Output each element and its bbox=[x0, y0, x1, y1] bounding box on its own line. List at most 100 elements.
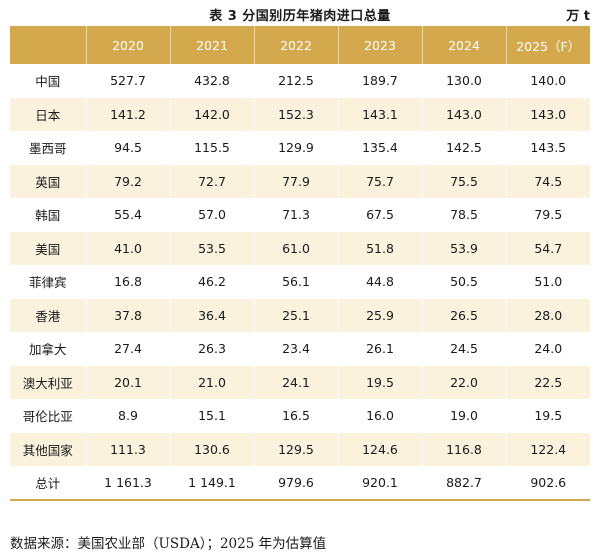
value-cell: 152.3 bbox=[253, 97, 338, 131]
header-cell-country bbox=[10, 26, 86, 64]
table-row: 中国 527.7 432.8 212.5 189.7 130.0 140.0 bbox=[10, 64, 590, 98]
value-cell: 129.9 bbox=[253, 131, 338, 165]
value-cell: 53.9 bbox=[421, 231, 506, 265]
value-cell: 122.4 bbox=[505, 432, 590, 466]
value-cell: 21.0 bbox=[169, 365, 254, 399]
value-cell: 143.5 bbox=[505, 131, 590, 165]
value-cell: 115.5 bbox=[169, 131, 254, 165]
value-cell: 46.2 bbox=[169, 265, 254, 299]
value-cell: 41.0 bbox=[85, 231, 170, 265]
value-cell: 902.6 bbox=[505, 466, 590, 501]
value-cell: 78.5 bbox=[421, 198, 506, 232]
value-cell: 75.5 bbox=[421, 164, 506, 198]
source-note: 数据来源：美国农业部（USDA）；2025 年为估算值 bbox=[10, 536, 327, 552]
value-cell: 26.5 bbox=[421, 298, 506, 332]
value-cell: 189.7 bbox=[337, 64, 422, 98]
table-row: 菲律宾 16.8 46.2 56.1 44.8 50.5 51.0 bbox=[10, 265, 590, 299]
table-row: 墨西哥 94.5 115.5 129.9 135.4 142.5 143.5 bbox=[10, 131, 590, 165]
value-cell: 142.0 bbox=[169, 97, 254, 131]
value-cell: 24.1 bbox=[253, 365, 338, 399]
value-cell: 67.5 bbox=[337, 198, 422, 232]
value-cell: 79.5 bbox=[505, 198, 590, 232]
value-cell: 51.8 bbox=[337, 231, 422, 265]
country-cell: 澳大利亚 bbox=[10, 365, 86, 399]
value-cell: 50.5 bbox=[421, 265, 506, 299]
value-cell: 61.0 bbox=[253, 231, 338, 265]
value-cell: 74.5 bbox=[505, 164, 590, 198]
header-cell-year: 2020 bbox=[85, 26, 170, 64]
country-cell: 香港 bbox=[10, 298, 86, 332]
unit-label: 万 t bbox=[566, 9, 590, 24]
value-cell: 143.0 bbox=[505, 97, 590, 131]
value-cell: 124.6 bbox=[337, 432, 422, 466]
value-cell: 77.9 bbox=[253, 164, 338, 198]
value-cell: 55.4 bbox=[85, 198, 170, 232]
value-cell: 20.1 bbox=[85, 365, 170, 399]
value-cell: 23.4 bbox=[253, 332, 338, 366]
value-cell: 26.3 bbox=[169, 332, 254, 366]
value-cell: 8.9 bbox=[85, 399, 170, 433]
value-cell: 44.8 bbox=[337, 265, 422, 299]
value-cell: 920.1 bbox=[337, 466, 422, 501]
country-cell: 菲律宾 bbox=[10, 265, 86, 299]
country-cell: 总计 bbox=[10, 466, 86, 501]
value-cell: 16.8 bbox=[85, 265, 170, 299]
value-cell: 56.1 bbox=[253, 265, 338, 299]
value-cell: 19.5 bbox=[337, 365, 422, 399]
header-cell-year: 2021 bbox=[169, 26, 254, 64]
value-cell: 94.5 bbox=[85, 131, 170, 165]
value-cell: 71.3 bbox=[253, 198, 338, 232]
table-row: 美国 41.0 53.5 61.0 51.8 53.9 54.7 bbox=[10, 231, 590, 265]
table-body: 中国 527.7 432.8 212.5 189.7 130.0 140.0 日本 141.2 1… bbox=[10, 64, 590, 501]
country-cell: 墨西哥 bbox=[10, 131, 86, 165]
value-cell: 36.4 bbox=[169, 298, 254, 332]
country-cell: 其他国家 bbox=[10, 432, 86, 466]
country-cell: 中国 bbox=[10, 64, 86, 98]
value-cell: 130.6 bbox=[169, 432, 254, 466]
value-cell: 51.0 bbox=[505, 265, 590, 299]
value-cell: 27.4 bbox=[85, 332, 170, 366]
value-cell: 16.0 bbox=[337, 399, 422, 433]
value-cell: 143.1 bbox=[337, 97, 422, 131]
value-cell: 527.7 bbox=[85, 64, 170, 98]
value-cell: 54.7 bbox=[505, 231, 590, 265]
value-cell: 19.5 bbox=[505, 399, 590, 433]
table-row: 加拿大 27.4 26.3 23.4 26.1 24.5 24.0 bbox=[10, 332, 590, 366]
value-cell: 1 149.1 bbox=[169, 466, 254, 501]
value-cell: 75.7 bbox=[337, 164, 422, 198]
country-cell: 美国 bbox=[10, 231, 86, 265]
value-cell: 141.2 bbox=[85, 97, 170, 131]
value-cell: 1 161.3 bbox=[85, 466, 170, 501]
table-row: 英国 79.2 72.7 77.9 75.7 75.5 74.5 bbox=[10, 164, 590, 198]
value-cell: 111.3 bbox=[85, 432, 170, 466]
value-cell: 16.5 bbox=[253, 399, 338, 433]
value-cell: 25.1 bbox=[253, 298, 338, 332]
value-cell: 37.8 bbox=[85, 298, 170, 332]
table-row: 其他国家 111.3 130.6 129.5 124.6 116.8 122.4 bbox=[10, 432, 590, 466]
value-cell: 116.8 bbox=[421, 432, 506, 466]
country-cell: 英国 bbox=[10, 164, 86, 198]
table-row: 日本 141.2 142.0 152.3 143.1 143.0 143.0 bbox=[10, 97, 590, 131]
value-cell: 129.5 bbox=[253, 432, 338, 466]
header-cell-year: 2022 bbox=[253, 26, 338, 64]
value-cell: 24.0 bbox=[505, 332, 590, 366]
total-row: 总计 1 161.3 1 149.1 979.6 920.1 882.7 902.6 bbox=[10, 466, 590, 501]
value-cell: 24.5 bbox=[421, 332, 506, 366]
value-cell: 432.8 bbox=[169, 64, 254, 98]
value-cell: 79.2 bbox=[85, 164, 170, 198]
value-cell: 882.7 bbox=[421, 466, 506, 501]
country-cell: 哥伦比亚 bbox=[10, 399, 86, 433]
value-cell: 25.9 bbox=[337, 298, 422, 332]
pork-import-table: 2020 2021 2022 2023 2024 2025（F） 中国 527.7 432.8… bbox=[10, 26, 590, 501]
table-row: 韩国 55.4 57.0 71.3 67.5 78.5 79.5 bbox=[10, 198, 590, 232]
country-cell: 加拿大 bbox=[10, 332, 86, 366]
header-cell-year: 2023 bbox=[337, 26, 422, 64]
value-cell: 19.0 bbox=[421, 399, 506, 433]
value-cell: 53.5 bbox=[169, 231, 254, 265]
table-title: 表 3 分国别历年猪肉进口总量 bbox=[209, 9, 391, 24]
value-cell: 72.7 bbox=[169, 164, 254, 198]
table-row: 澳大利亚 20.1 21.0 24.1 19.5 22.0 22.5 bbox=[10, 365, 590, 399]
value-cell: 143.0 bbox=[421, 97, 506, 131]
value-cell: 140.0 bbox=[505, 64, 590, 98]
table-row: 香港 37.8 36.4 25.1 25.9 26.5 28.0 bbox=[10, 298, 590, 332]
